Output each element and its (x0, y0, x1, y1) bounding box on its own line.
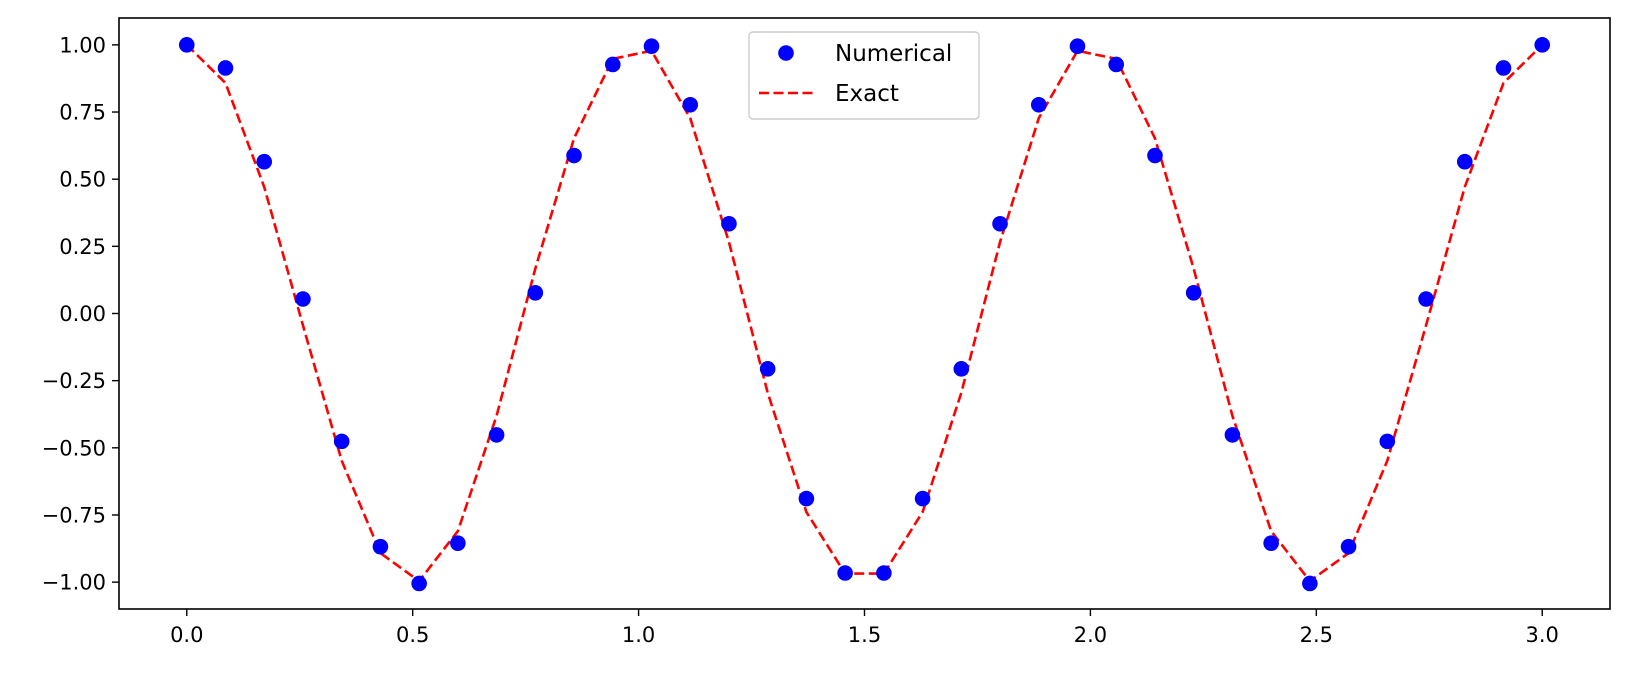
data-point-numerical (1418, 291, 1434, 307)
y-tick-label: −0.75 (42, 503, 106, 527)
legend: Numerical Exact (748, 31, 980, 120)
data-point-numerical (759, 361, 776, 377)
data-point-numerical (372, 538, 389, 555)
legend-label: Numerical (835, 41, 952, 67)
data-point-numerical (992, 215, 1008, 232)
data-point-numerical (953, 361, 970, 377)
data-point-numerical (914, 490, 931, 507)
data-point-numerical (566, 147, 582, 164)
y-tick-label: −1.00 (42, 571, 106, 595)
data-point-numerical (1495, 60, 1512, 76)
legend-label: Exact (835, 81, 899, 107)
y-tick-label: 1.00 (59, 33, 106, 57)
data-point-numerical (604, 56, 621, 73)
data-point-numerical (798, 490, 815, 507)
data-point-numerical (876, 565, 892, 581)
y-tick-label: 0.75 (59, 101, 106, 125)
plot-area (178, 37, 1551, 592)
data-point-numerical (333, 433, 350, 450)
data-point-numerical (256, 153, 273, 170)
data-point-numerical (721, 215, 737, 232)
data-point-numerical (450, 535, 466, 551)
series-line-exact (185, 43, 1544, 583)
data-point-numerical (178, 37, 195, 53)
data-point-numerical (837, 565, 853, 581)
data-point-numerical (411, 575, 427, 592)
data-point-numerical (1379, 433, 1396, 450)
axes: 0.0 0.5 1.0 1.5 2.0 2.5 3.0 1.00 0.75 0.50 0.25 0.0… (42, 17, 1611, 647)
data-point-numerical (295, 291, 311, 307)
data-point-numerical (1147, 147, 1163, 164)
y-tick-label: 0.50 (59, 168, 106, 192)
data-point-numerical (1263, 535, 1279, 551)
data-point-numerical (217, 60, 234, 76)
data-point-numerical (1030, 96, 1047, 113)
x-tick-label: 0.5 (396, 623, 429, 647)
y-tick-label: −0.50 (42, 436, 106, 460)
data-point-numerical (1340, 538, 1357, 555)
x-tick-label: 2.5 (1300, 623, 1333, 647)
data-point-numerical (527, 285, 544, 301)
data-point-numerical (682, 96, 699, 113)
x-tick-label: 1.0 (622, 623, 655, 647)
data-point-numerical (1185, 285, 1202, 301)
x-tick-label: 2.0 (1074, 623, 1107, 647)
x-tick-label: 1.5 (848, 623, 881, 647)
legend-box (748, 31, 980, 120)
data-point-numerical (1108, 56, 1125, 73)
legend-marker-numerical (778, 45, 794, 61)
data-point-numerical (1456, 153, 1473, 170)
data-point-numerical (1302, 575, 1318, 592)
data-point-numerical (488, 427, 505, 443)
x-tick-label: 0.0 (170, 623, 203, 647)
data-point-numerical (1069, 38, 1086, 55)
y-tick-label: 0.25 (59, 235, 106, 259)
x-tick-label: 3.0 (1526, 623, 1559, 647)
data-point-numerical (643, 38, 660, 55)
y-tick-label: −0.25 (42, 369, 106, 393)
data-point-numerical (1224, 427, 1241, 443)
y-tick-label: 0.00 (59, 302, 106, 326)
data-point-numerical (1534, 37, 1551, 53)
